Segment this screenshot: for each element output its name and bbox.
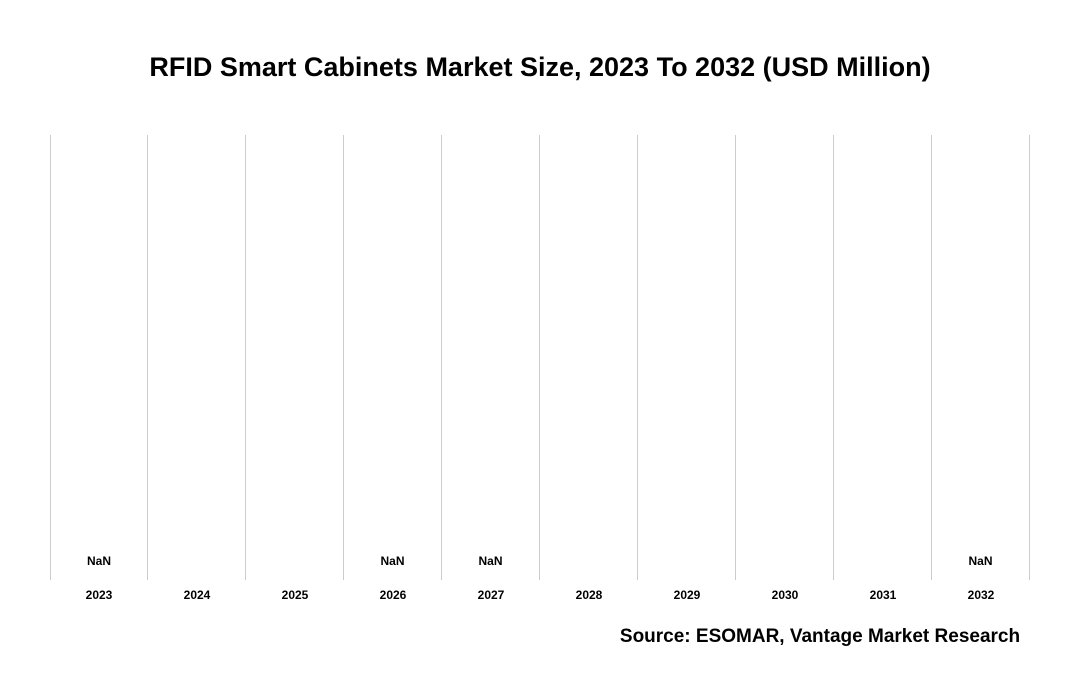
grid-column — [638, 135, 736, 580]
bar-value-label: NaN — [344, 554, 441, 568]
grid-column: NaN — [50, 135, 148, 580]
grid-column: NaN — [932, 135, 1030, 580]
plot-area: NaNNaNNaNNaN — [50, 135, 1030, 580]
grid-column — [246, 135, 344, 580]
x-tick-label: 2029 — [638, 588, 736, 602]
grid-column — [834, 135, 932, 580]
chart-title: RFID Smart Cabinets Market Size, 2023 To… — [0, 52, 1080, 83]
grid-column — [540, 135, 638, 580]
x-tick-label: 2032 — [932, 588, 1030, 602]
bar-value-label: NaN — [51, 554, 147, 568]
x-tick-label: 2027 — [442, 588, 540, 602]
x-tick-label: 2024 — [148, 588, 246, 602]
x-tick-label: 2025 — [246, 588, 344, 602]
x-tick-label: 2031 — [834, 588, 932, 602]
grid-column — [148, 135, 246, 580]
grid-column: NaN — [442, 135, 540, 580]
source-attribution: Source: ESOMAR, Vantage Market Research — [0, 626, 1080, 648]
x-tick-label: 2030 — [736, 588, 834, 602]
x-tick-label: 2026 — [344, 588, 442, 602]
x-axis: 2023202420252026202720282029203020312032 — [50, 588, 1030, 604]
grid-column: NaN — [344, 135, 442, 580]
bar-value-label: NaN — [932, 554, 1029, 568]
grid-column — [736, 135, 834, 580]
x-tick-label: 2028 — [540, 588, 638, 602]
chart-container: RFID Smart Cabinets Market Size, 2023 To… — [0, 0, 1080, 700]
bar-value-label: NaN — [442, 554, 539, 568]
x-tick-label: 2023 — [50, 588, 148, 602]
